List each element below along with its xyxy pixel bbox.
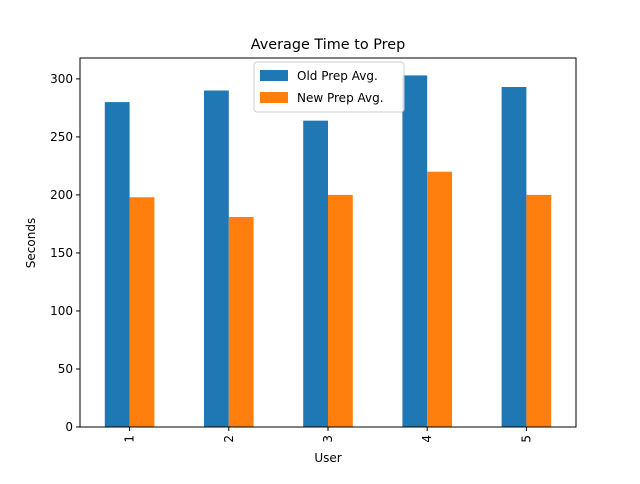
legend-swatch-series1	[260, 70, 288, 81]
legend: Old Prep Avg. New Prep Avg.	[253, 61, 405, 113]
y-tick-label: 100	[50, 304, 73, 318]
chart-title: Average Time to Prep	[251, 37, 406, 53]
legend-box	[253, 61, 405, 113]
y-axis-label: Seconds	[24, 218, 38, 268]
bar-series2-user-1	[129, 197, 155, 427]
y-tick-label: 150	[50, 246, 73, 260]
bar-series1-user-3	[303, 120, 328, 427]
bar-series2-user-5	[526, 194, 552, 427]
legend-label-series1: Old Prep Avg.	[297, 69, 378, 83]
bar-series2-user-4	[427, 171, 452, 427]
bars-layer	[104, 75, 552, 428]
x-tick-label: 2	[222, 435, 236, 443]
legend-swatch-series2	[260, 92, 288, 103]
x-tick-label: 4	[420, 435, 434, 443]
axes-layer: 0 50 100 150 200 250 300 1 2 3 4 5	[50, 57, 577, 443]
x-tick-label: 3	[321, 435, 335, 443]
x-tick-label: 1	[123, 435, 137, 443]
bar-series1-user-1	[104, 102, 130, 427]
bar-series1-user-4	[402, 75, 428, 427]
bar-series1-user-5	[501, 87, 527, 427]
y-tick-label: 50	[58, 362, 73, 376]
x-axis-label: User	[314, 451, 341, 465]
x-tick-label: 5	[519, 435, 533, 443]
bar-series1-user-2	[204, 90, 229, 428]
y-tick-label: 300	[50, 72, 73, 86]
y-tick-label: 0	[65, 420, 73, 434]
bar-series2-user-2	[228, 216, 254, 427]
y-tick-label: 250	[50, 130, 73, 144]
y-tick-label: 200	[50, 188, 73, 202]
legend-label-series2: New Prep Avg.	[297, 91, 384, 105]
bar-series2-user-3	[328, 194, 353, 427]
